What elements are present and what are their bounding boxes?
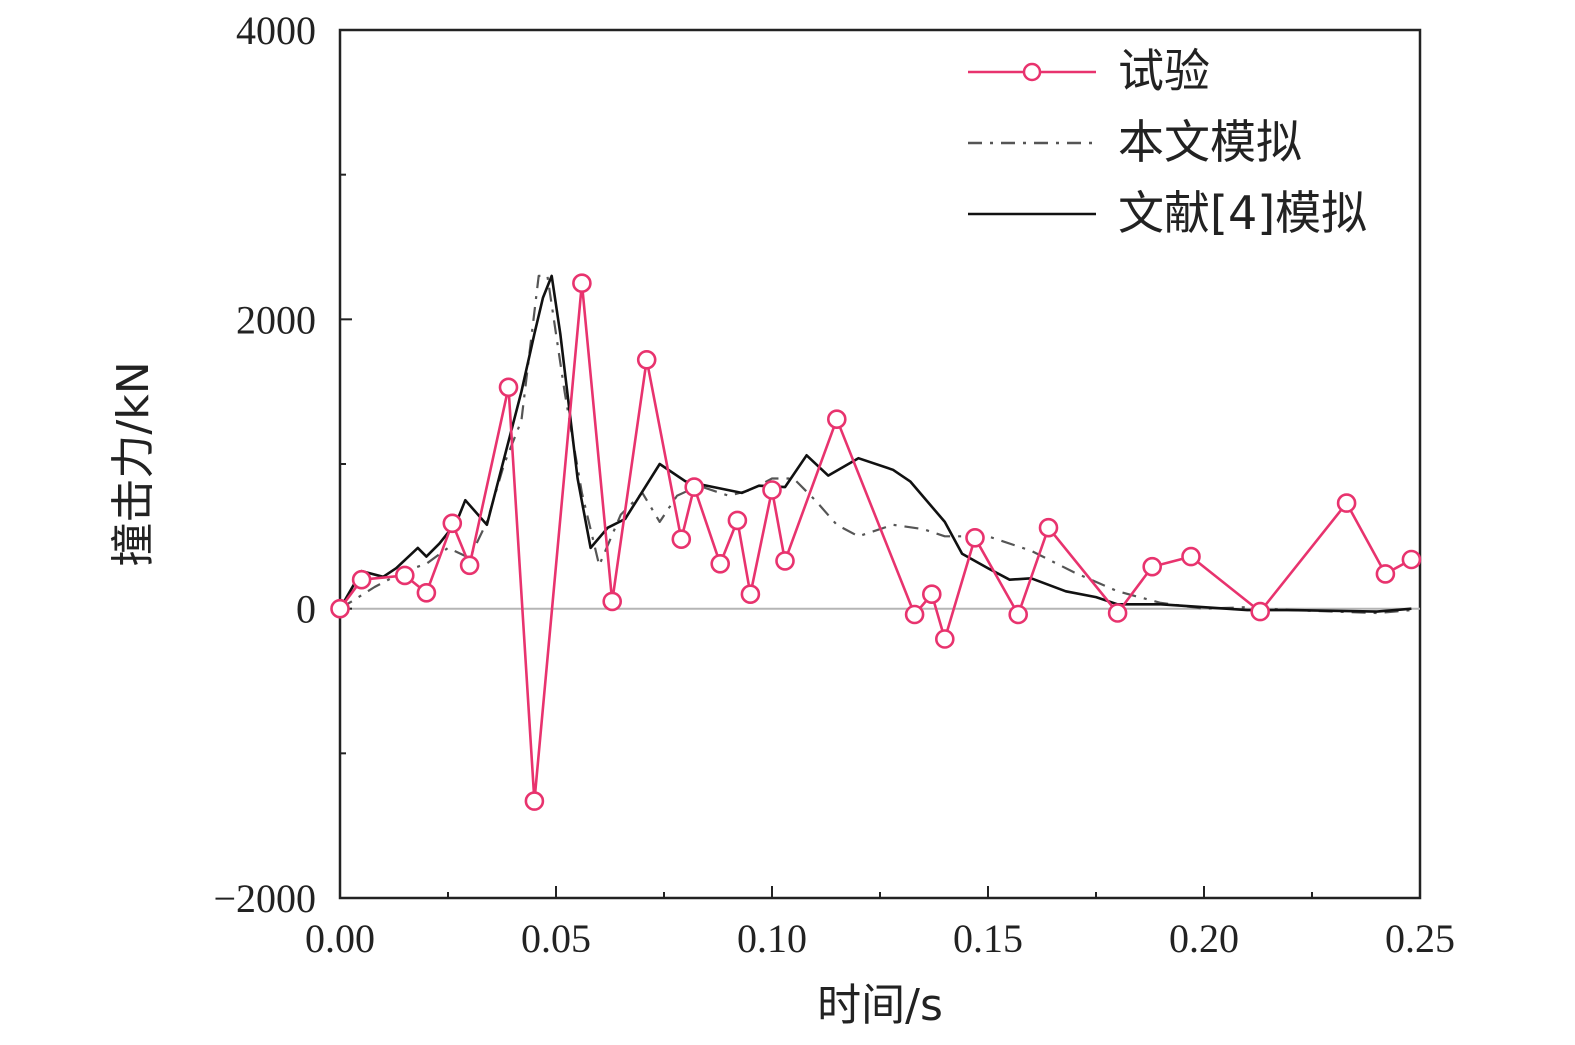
data-point-marker <box>1008 604 1029 625</box>
data-point-marker <box>442 513 463 534</box>
data-point-marker <box>1336 493 1357 513</box>
legend-item-test: 试验 <box>968 44 1210 98</box>
x-tick-label: 0.25 <box>1385 916 1455 961</box>
data-point-marker <box>1038 517 1059 538</box>
legend-label-this-simulation: 本文模拟 <box>1118 115 1302 169</box>
y-tick-label: 2000 <box>236 297 316 342</box>
data-point-marker <box>524 791 545 811</box>
data-point-marker <box>1142 556 1162 577</box>
y-axis-label: 撞击力/kN <box>108 361 159 566</box>
data-point-marker <box>826 409 847 430</box>
data-point-marker <box>498 377 519 398</box>
data-point-marker <box>1401 549 1422 570</box>
data-point-marker <box>351 569 372 590</box>
legend-item-reference-simulation: 文献[4]模拟 <box>968 186 1367 240</box>
legend: 试验 本文模拟 文献[4]模拟 <box>968 44 1367 240</box>
axis-ticks <box>339 29 1421 899</box>
data-point-marker <box>934 629 955 649</box>
data-point-marker <box>1181 546 1201 567</box>
data-point-marker <box>636 349 657 370</box>
data-point-marker <box>710 553 731 574</box>
data-point-marker <box>394 565 415 586</box>
series-line-2 <box>338 274 1412 613</box>
data-point-marker <box>416 582 437 603</box>
legend-label-test: 试验 <box>1118 44 1210 98</box>
data-point-marker <box>727 510 748 531</box>
series-line-0 <box>338 281 1413 803</box>
series-layer <box>330 273 1422 811</box>
data-point-marker <box>762 480 782 500</box>
y-tick-label: 0 <box>296 587 316 632</box>
x-axis-label: 时间/s <box>817 980 943 1031</box>
data-point-marker <box>671 529 692 550</box>
y-tick-labels: −2000 0 2000 4000 <box>213 8 316 921</box>
data-point-marker <box>602 591 623 612</box>
series-line-1 <box>339 274 1412 615</box>
data-point-marker <box>921 584 942 605</box>
data-point-marker <box>965 527 985 548</box>
data-point-marker <box>740 584 761 605</box>
data-point-marker <box>904 604 925 625</box>
x-tick-label: 0.00 <box>305 916 375 961</box>
data-point-marker <box>459 555 480 576</box>
legend-marker-test <box>1022 62 1042 82</box>
data-point-marker <box>1107 603 1128 623</box>
legend-label-reference-simulation: 文献[4]模拟 <box>1118 186 1367 240</box>
data-point-marker <box>1375 564 1396 584</box>
x-tick-label: 0.10 <box>737 916 807 961</box>
x-tick-label: 0.05 <box>521 916 591 961</box>
x-tick-labels: 0.00 0.05 0.10 0.15 0.20 0.25 <box>305 916 1455 961</box>
data-point-marker <box>775 551 795 571</box>
y-tick-label: −2000 <box>213 876 316 921</box>
data-point-marker <box>330 598 350 619</box>
data-point-marker <box>572 273 592 294</box>
x-tick-label: 0.20 <box>1169 916 1239 961</box>
legend-item-this-simulation: 本文模拟 <box>968 115 1302 169</box>
data-point-marker <box>684 477 705 497</box>
y-tick-label: 4000 <box>236 8 316 53</box>
data-point-marker <box>1250 601 1270 622</box>
x-tick-label: 0.15 <box>953 916 1023 961</box>
